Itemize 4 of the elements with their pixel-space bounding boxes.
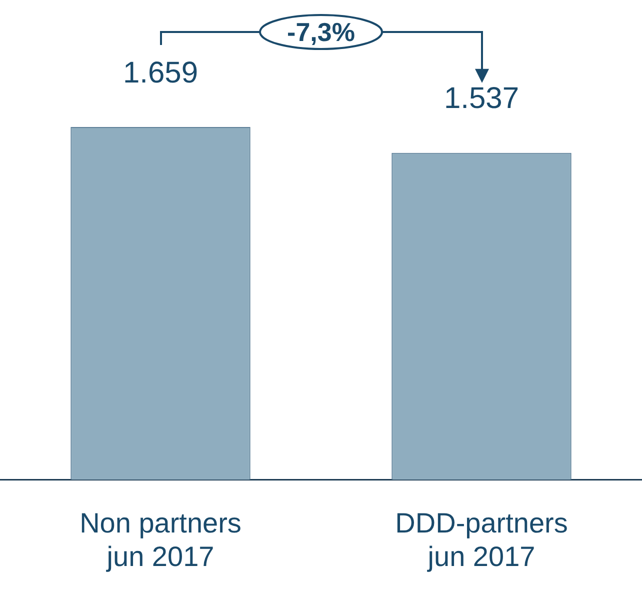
data-label: 1.537 <box>444 82 520 116</box>
x-tick-label: DDD-partners jun 2017 <box>395 507 568 572</box>
x-tick-label: Non partners jun 2017 <box>80 507 242 572</box>
data-label: 1.659 <box>122 56 198 90</box>
